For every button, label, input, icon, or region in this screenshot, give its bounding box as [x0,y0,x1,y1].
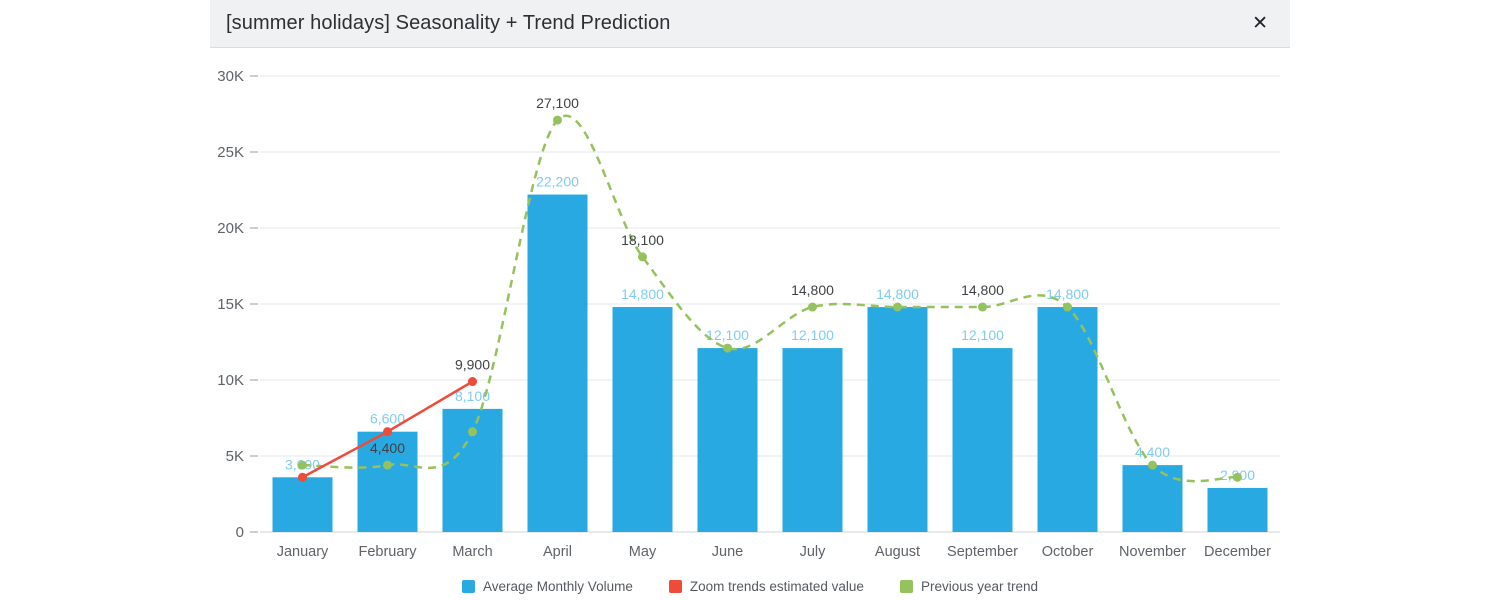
seasonality-chart: 05K10K15K20K25K30K3,6006,6008,10022,2001… [210,48,1290,599]
legend-label-zoom-trends-estimated-value: Zoom trends estimated value [689,579,864,594]
chart-legend: Average Monthly Volume Zoom trends estima… [210,579,1290,594]
previous-year-trend-point-april[interactable] [553,115,562,125]
bar-august[interactable] [867,307,928,532]
bar-label-july: 12,100 [791,327,834,343]
y-axis-label: 25K [217,144,244,161]
x-axis-label-december: December [1204,544,1271,560]
x-axis-label-february: February [358,544,417,560]
bar-december[interactable] [1207,487,1268,532]
bar-label-august: 14,800 [876,286,919,302]
bar-label-may: 14,800 [621,286,664,302]
point-label-april: 27,100 [536,95,579,111]
x-axis-label-january: January [277,544,329,560]
bar-november[interactable] [1122,465,1183,532]
bar-label-march: 8,100 [455,388,490,404]
previous-year-trend-point-june[interactable] [723,343,732,353]
zoom-trends-estimated-value-point-march[interactable] [468,377,477,387]
y-axis-label: 5K [226,448,244,465]
modal-header: [summer holidays] Seasonality + Trend Pr… [210,0,1290,48]
legend-swatch-zoom-trends-estimated-value [668,580,682,593]
x-axis-label-november: November [1119,544,1186,560]
previous-year-trend-point-october[interactable] [1063,302,1072,312]
y-axis-label: 30K [217,68,244,85]
bar-september[interactable] [952,348,1013,532]
legend-label-average-monthly-volume: Average Monthly Volume [483,579,633,594]
legend-item-average-monthly-volume[interactable]: Average Monthly Volume [462,579,633,594]
bar-july[interactable] [782,348,843,532]
bar-label-february: 6,600 [370,411,405,427]
point-label-march: 9,900 [455,357,490,373]
zoom-trends-estimated-value-point-january[interactable] [298,472,307,482]
bar-january[interactable] [272,477,333,532]
y-axis-label: 15K [217,296,244,313]
bar-february[interactable] [357,431,418,532]
point-label-february: 4,400 [370,440,405,456]
previous-year-trend-point-december[interactable] [1233,472,1242,482]
legend-swatch-average-monthly-volume [462,580,475,593]
x-axis-label-april: April [543,544,572,560]
previous-year-trend-point-january[interactable] [298,460,307,470]
previous-year-trend-point-february[interactable] [383,460,392,470]
close-icon[interactable]: ✕ [1250,10,1270,37]
legend-label-previous-year-trend: Previous year trend [920,579,1038,594]
point-label-july: 14,800 [791,282,834,298]
bar-label-september: 12,100 [961,327,1004,343]
previous-year-trend-point-july[interactable] [808,302,817,312]
y-axis-label: 20K [217,220,244,237]
legend-item-previous-year-trend[interactable]: Previous year trend [899,579,1038,594]
bar-label-april: 22,200 [536,174,579,190]
x-axis-label-october: October [1042,544,1094,560]
point-label-september: 14,800 [961,282,1004,298]
bar-june[interactable] [697,348,758,532]
point-label-may: 18,100 [621,232,664,248]
previous-year-trend-point-may[interactable] [638,252,647,262]
legend-item-zoom-trends-estimated-value[interactable]: Zoom trends estimated value [668,579,864,594]
bar-label-november: 4,400 [1135,444,1170,460]
previous-year-trend-point-march[interactable] [468,427,477,437]
bar-may[interactable] [612,307,673,532]
seasonality-modal: [summer holidays] Seasonality + Trend Pr… [210,0,1290,600]
chart-canvas: 05K10K15K20K25K30K3,6006,6008,10022,2001… [217,68,1280,560]
x-axis-label-september: September [947,544,1018,560]
previous-year-trend-point-august[interactable] [893,302,902,312]
x-axis-label-may: May [629,544,657,560]
x-axis-label-march: March [452,544,492,560]
legend-swatch-previous-year-trend [899,580,913,593]
modal-title: [summer holidays] Seasonality + Trend Pr… [226,12,671,34]
y-axis-label: 10K [217,372,244,389]
bar-april[interactable] [527,194,588,532]
x-axis-label-august: August [875,544,920,560]
x-axis-label-june: June [712,544,743,560]
previous-year-trend-point-september[interactable] [978,302,987,312]
y-axis-label: 0 [236,524,244,541]
bar-label-june: 12,100 [706,327,749,343]
zoom-trends-estimated-value-point-february[interactable] [383,427,392,437]
previous-year-trend-point-november[interactable] [1148,460,1157,470]
bar-october[interactable] [1037,307,1098,532]
bar-label-october: 14,800 [1046,286,1089,302]
x-axis-label-july: July [800,544,827,560]
